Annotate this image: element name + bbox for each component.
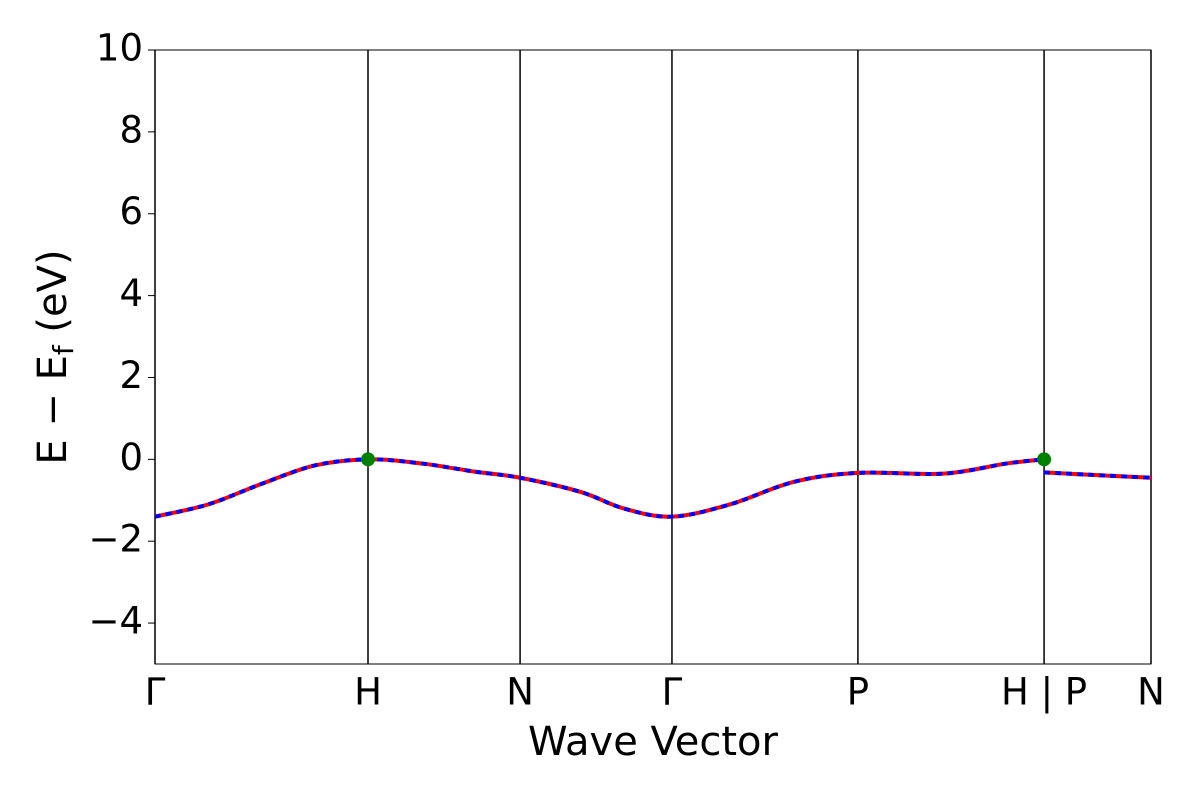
y-tick-label: 0 <box>119 436 143 479</box>
x-tick-label: P <box>847 671 869 714</box>
y-tick-label: 6 <box>119 190 143 233</box>
plot-frame <box>154 49 1152 665</box>
y-label-unit: (eV) <box>30 249 76 345</box>
y-tick-label: 10 <box>96 27 143 70</box>
x-tick-label: H | P <box>1001 671 1087 714</box>
y-tick-label: −2 <box>88 518 143 561</box>
x-tick-label: N <box>1137 671 1165 714</box>
x-tick-label: Γ <box>145 671 166 714</box>
band-line <box>154 457 1152 519</box>
y-label-sub: f <box>47 344 80 355</box>
extremum-marker <box>1037 452 1052 467</box>
extremum-marker <box>361 452 376 467</box>
x-tick-label: Γ <box>662 671 683 714</box>
y-tick-label: 8 <box>119 108 143 151</box>
x-tick-label: H <box>354 671 382 714</box>
y-tick-label: 4 <box>119 272 143 315</box>
y-tick-label: −4 <box>88 600 143 643</box>
x-tick-label: N <box>506 671 534 714</box>
y-tick-label: 2 <box>119 354 143 397</box>
y-label-main: E − E <box>30 355 76 465</box>
x-axis-label: Wave Vector <box>528 719 779 765</box>
y-axis-label: E − Ef (eV) <box>30 249 80 464</box>
